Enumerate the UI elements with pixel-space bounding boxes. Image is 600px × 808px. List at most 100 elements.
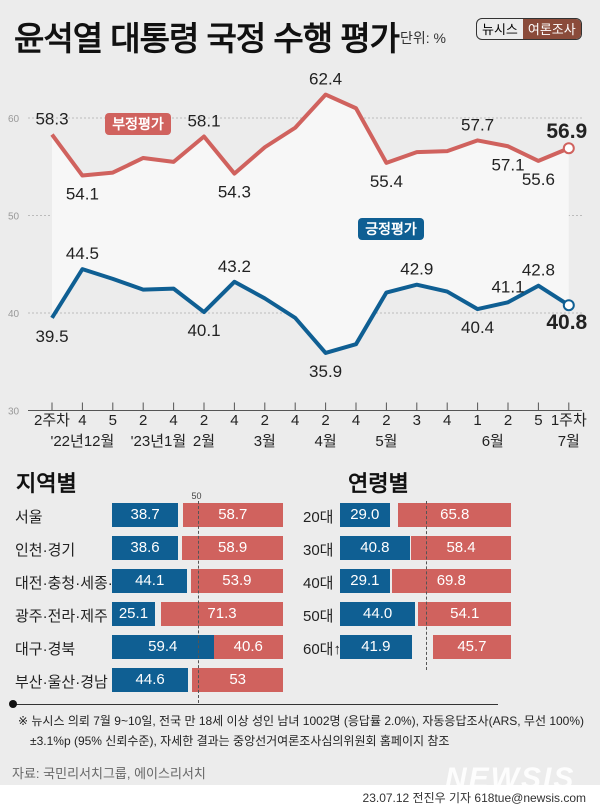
positive-line xyxy=(50,267,570,355)
positive-data-label: 42.9 xyxy=(400,260,433,279)
negative-bar: 58.9 xyxy=(182,536,283,560)
legend-tag xyxy=(105,113,171,135)
category-label: 40대 xyxy=(303,575,334,592)
positive-bar: 59.4 xyxy=(112,635,214,659)
category-label: 인천·경기 xyxy=(15,542,76,559)
positive-data-label: 40.8 xyxy=(546,311,587,334)
x-tick-label: 2 xyxy=(139,412,147,429)
negative-bar: 53.9 xyxy=(190,569,283,593)
region-title: 지역별 xyxy=(16,471,77,496)
x-tick-label: 5 xyxy=(109,412,117,429)
x-tick-label: 4 xyxy=(352,412,360,429)
negative-data-label: 54.1 xyxy=(66,185,99,204)
x-tick-label: 2 xyxy=(261,412,269,429)
note-line-2: ±3.1%p (95% 신뢰수준), 자세한 결과는 중앙선거여론조사심의위원회… xyxy=(30,734,450,748)
category-label: 50대 xyxy=(303,608,334,625)
positive-bar: 41.9 xyxy=(340,635,412,659)
y-tick-label: 60 xyxy=(8,114,20,125)
positive-end-point xyxy=(562,299,575,312)
positive-data-label: 41.1 xyxy=(491,277,524,296)
positive-data-label: 39.5 xyxy=(35,327,68,346)
note-line-1: ※ 뉴시스 의뢰 7월 9~10일, 전국 만 18세 이상 성인 남녀 100… xyxy=(18,714,585,728)
positive-bar: 40.8 xyxy=(340,536,410,560)
negative-data-label: 55.6 xyxy=(522,170,555,189)
negative-bar: 69.8 xyxy=(391,569,511,593)
x-tick-label: 2 xyxy=(382,412,390,429)
positive-bar: 29.1 xyxy=(340,569,390,593)
x-month-label: 6월 xyxy=(482,433,504,450)
negative-bar: 71.3 xyxy=(161,602,283,626)
badge-left: 뉴시스 xyxy=(482,22,518,37)
positive-bar: 29.0 xyxy=(340,503,390,527)
x-month-label: 2월 xyxy=(193,433,215,450)
positive-bar: 44.1 xyxy=(112,569,188,593)
reference-50-label: 50 xyxy=(191,491,202,501)
legend-label: 긍정평가 xyxy=(365,221,417,237)
negative-bar: 58.7 xyxy=(182,503,283,527)
negative-data-label: 55.4 xyxy=(370,172,403,191)
x-tick-label: 1 xyxy=(473,412,481,429)
age-title: 연령별 xyxy=(348,471,409,496)
negative-bar: 40.6 xyxy=(213,635,283,659)
x-tick-label: 4 xyxy=(443,412,451,429)
x-month-label: 5월 xyxy=(375,433,397,450)
x-tick-label: 3 xyxy=(413,412,421,429)
negative-bar: 65.8 xyxy=(398,503,511,527)
positive-data-label: 43.2 xyxy=(218,257,251,276)
survey-note: ※ 뉴시스 의뢰 7월 9~10일, 전국 만 18세 이상 성인 남녀 100… xyxy=(18,711,584,751)
x-tick-label: 4 xyxy=(169,412,177,429)
newsis-logo: NEWSIS xyxy=(445,762,576,795)
x-tick-label: 4 xyxy=(291,412,299,429)
newsis-poll-badge: 뉴시스 여론조사 xyxy=(476,18,582,40)
midline-50 xyxy=(425,501,427,670)
x-month-label: '23년1월 xyxy=(131,433,187,450)
y-tick-label: 40 xyxy=(8,309,20,320)
positive-data-label: 40.4 xyxy=(461,318,494,337)
category-label: 서울 xyxy=(15,509,43,526)
positive-bar: 25.1 xyxy=(112,602,155,626)
negative-data-label: 58.1 xyxy=(187,112,220,131)
category-label: 부산·울산·경남 xyxy=(15,674,108,691)
source: 자료: 국민리서치그룹, 에이스리서치 xyxy=(12,766,206,781)
midline-50 xyxy=(197,501,199,703)
x-tick-label: 5 xyxy=(534,412,542,429)
positive-data-label: 40.1 xyxy=(187,321,220,340)
x-month-label: 3월 xyxy=(254,433,276,450)
x-tick-label: 4 xyxy=(230,412,238,429)
x-tick-label: 2 xyxy=(321,412,329,429)
negative-data-label: 54.3 xyxy=(218,183,251,202)
legend-label: 부정평가 xyxy=(112,116,164,132)
negative-data-label: 57.7 xyxy=(461,115,494,134)
positive-bar: 44.0 xyxy=(340,602,416,626)
badge-right: 여론조사 xyxy=(522,19,581,39)
x-month-label: 4월 xyxy=(315,433,337,450)
negative-bar: 58.4 xyxy=(411,536,511,560)
positive-data-label: 35.9 xyxy=(309,362,342,381)
x-tick-label: 2주차 xyxy=(34,412,70,429)
negative-end-point xyxy=(562,142,575,155)
category-label: 60대↑ xyxy=(303,641,341,658)
x-tick-label: 2 xyxy=(504,412,512,429)
x-tick-label: 1주차 xyxy=(551,412,587,429)
x-month-label: 7월 xyxy=(558,433,580,450)
category-label: 광주·전라·제주 xyxy=(15,608,108,625)
credit: 23.07.12 전진우 기자 618tue@newsis.com xyxy=(362,791,586,805)
negative-bar: 45.7 xyxy=(432,635,511,659)
unit-label: 단위: % xyxy=(400,30,446,46)
negative-bar: 54.1 xyxy=(418,602,511,626)
positive-bar: 44.6 xyxy=(112,668,189,692)
negative-bar: 53 xyxy=(192,668,283,692)
category-label: 대전·충청·세종·강원 xyxy=(15,575,141,592)
legend-tag xyxy=(358,218,424,240)
x-month-label: '22년12월 xyxy=(50,433,114,450)
category-label: 30대 xyxy=(303,542,334,559)
divider xyxy=(12,704,498,705)
positive-bar: 38.6 xyxy=(112,536,178,560)
negative-data-label: 56.9 xyxy=(546,120,587,143)
category-label: 대구·경북 xyxy=(15,641,76,658)
y-tick-label: 50 xyxy=(8,212,20,223)
x-tick-label: 2 xyxy=(200,412,208,429)
negative-data-label: 62.4 xyxy=(309,70,342,89)
category-label: 20대 xyxy=(303,509,334,526)
positive-data-label: 42.8 xyxy=(522,261,555,280)
